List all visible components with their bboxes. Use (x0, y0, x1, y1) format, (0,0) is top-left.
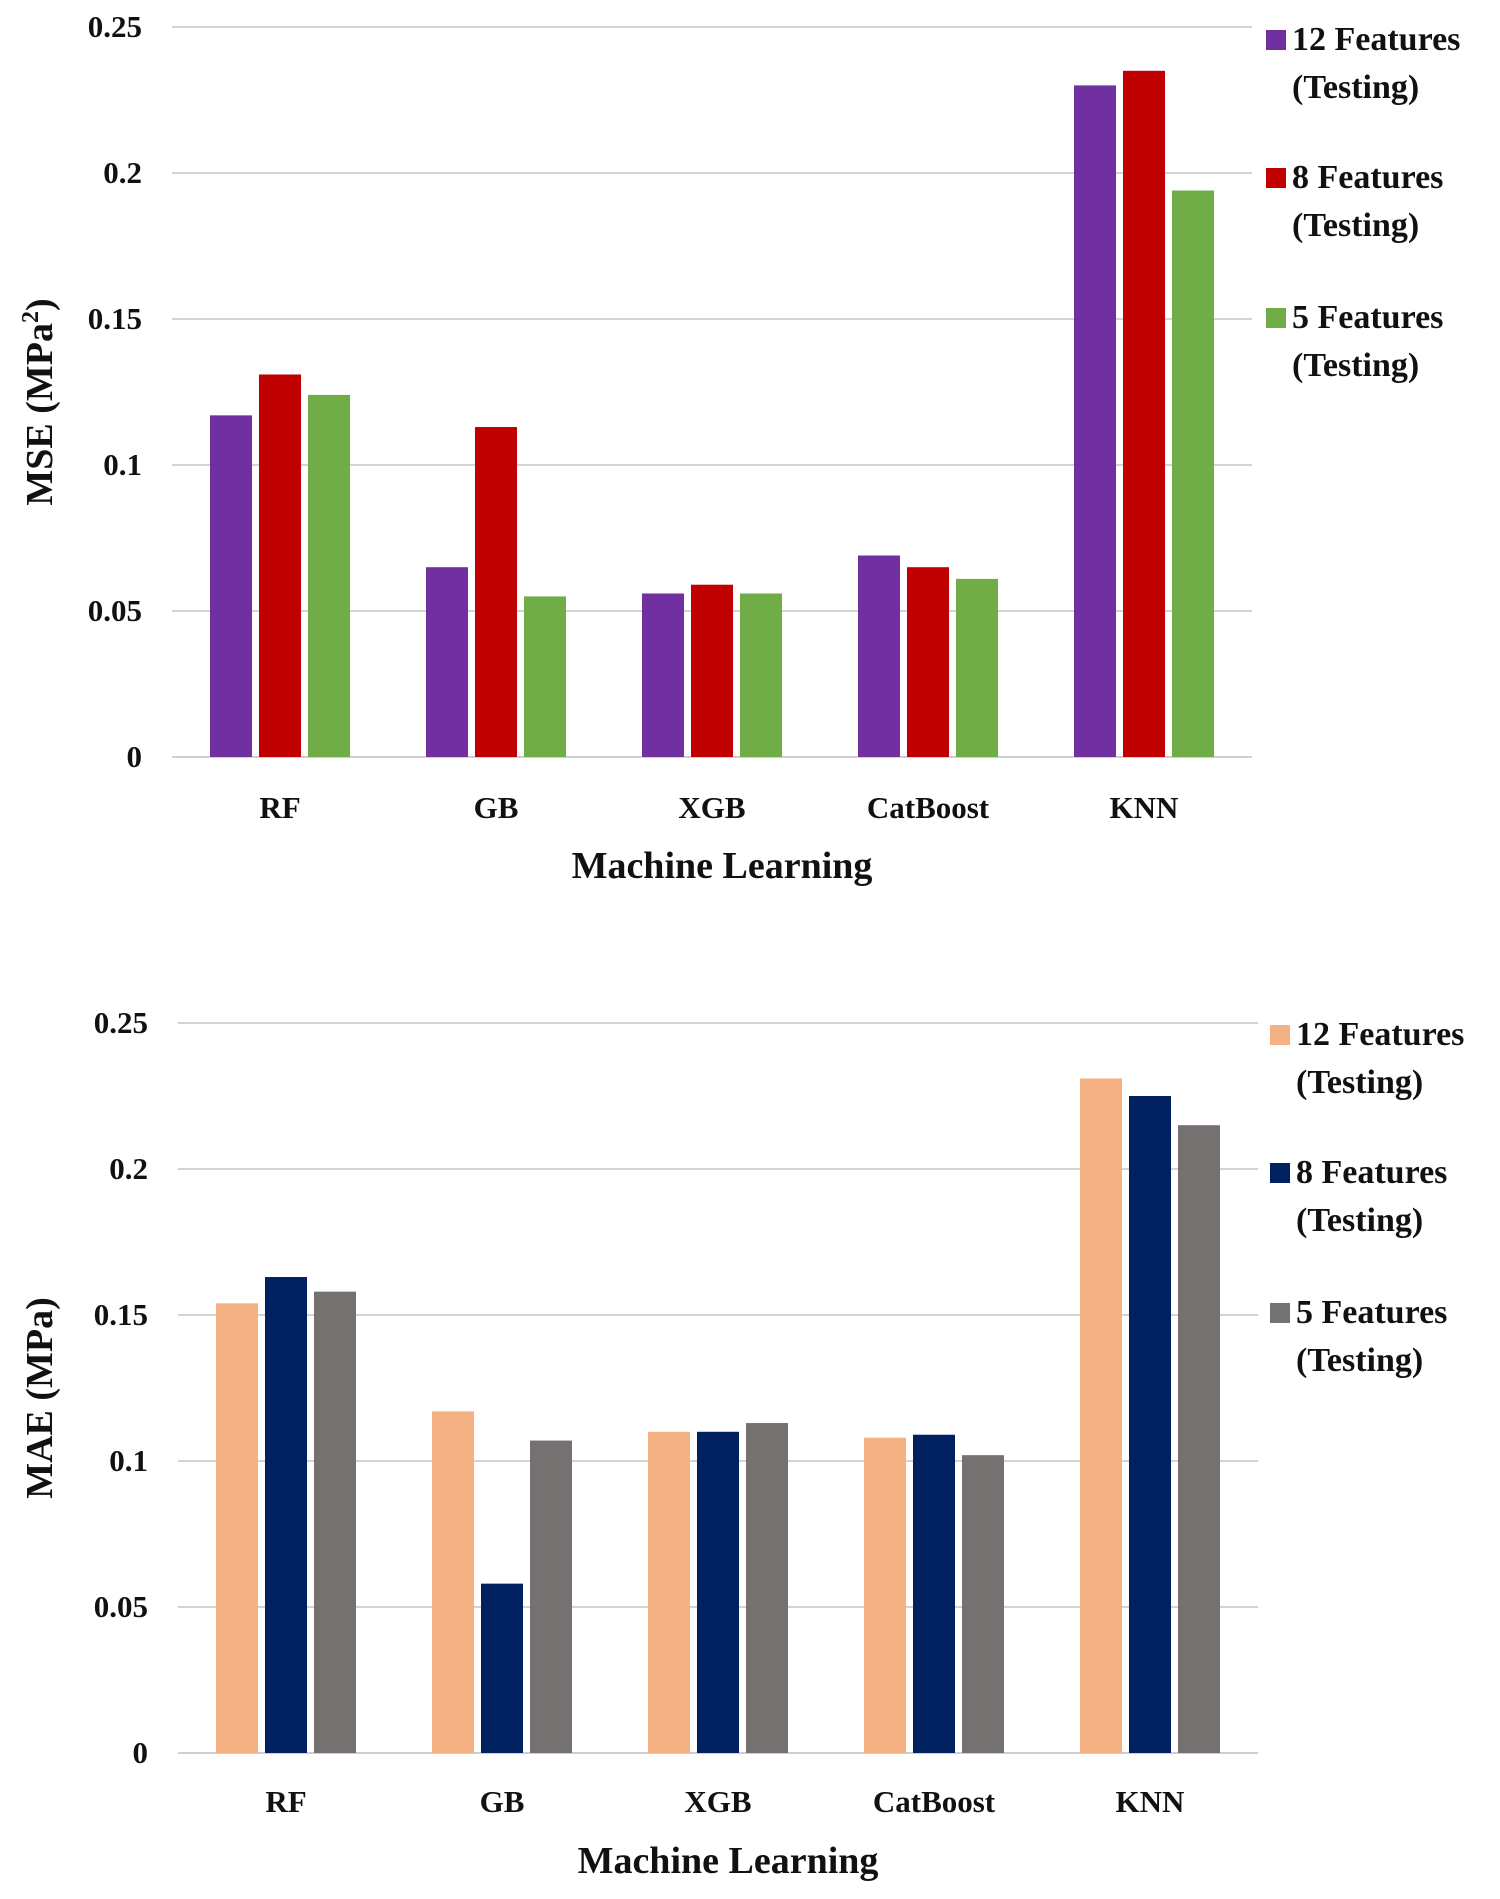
y-tick-label: 0.1 (103, 447, 142, 482)
bar-knn-series-2 (1123, 70, 1165, 758)
legend-label-2: 8 Features (1296, 1154, 1447, 1191)
bar-rf-series-3 (308, 394, 350, 757)
bar-rf-series-1 (216, 1303, 258, 1753)
legend-swatch-1 (1266, 30, 1286, 50)
y-tick-label: 0.2 (103, 155, 142, 190)
x-tick-label: CatBoost (867, 790, 990, 825)
bar-knn-series-2 (1129, 1096, 1171, 1753)
bar-xgb-series-2 (691, 584, 733, 757)
bar-knn-series-1 (1080, 1078, 1122, 1753)
bar-catboost-series-3 (956, 578, 998, 757)
bar-xgb-series-1 (648, 1431, 690, 1753)
y-tick-label: 0.25 (94, 1005, 148, 1040)
bar-catboost-series-2 (907, 567, 949, 757)
legend-swatch-3 (1266, 308, 1286, 328)
bar-knn-series-1 (1074, 85, 1116, 757)
legend-label-3: 5 Features (1296, 1294, 1447, 1331)
bar-rf-series-2 (259, 374, 301, 757)
legend-label-2: 8 Features (1292, 159, 1443, 196)
bar-catboost-series-1 (864, 1437, 906, 1753)
legend-swatch-2 (1270, 1163, 1290, 1183)
bar-catboost-series-3 (962, 1455, 1004, 1753)
bar-catboost-series-2 (913, 1434, 955, 1753)
legend-swatch-3 (1270, 1303, 1290, 1323)
bar-rf-series-1 (210, 415, 252, 757)
y-axis-title: MSE (MPa2) (18, 298, 61, 505)
y-tick-label: 0.2 (109, 1151, 148, 1186)
y-tick-label: 0.25 (88, 9, 142, 44)
x-tick-label: KNN (1116, 1784, 1185, 1819)
y-tick-label: 0.1 (109, 1443, 148, 1478)
bar-knn-series-3 (1172, 190, 1214, 757)
legend-label-1: 12 Features (1296, 1016, 1464, 1053)
x-tick-label: XGB (684, 1784, 751, 1819)
bar-gb-series-2 (481, 1583, 523, 1753)
bar-gb-series-1 (426, 567, 468, 757)
legend-label-2-line2: (Testing) (1292, 207, 1419, 244)
bar-gb-series-1 (432, 1411, 474, 1753)
chart-2: 0 0.05 0.1 0.15 0.2 0.25 RF GB XGB CatBoost KNN Mac… (19, 1005, 1464, 1882)
y-axis-title-close: ) (19, 298, 61, 311)
y-axis-title: MAE (MPa) (19, 1297, 61, 1499)
bar-knn-series-3 (1178, 1125, 1220, 1753)
bar-xgb-series-2 (697, 1431, 739, 1753)
y-tick-label: 0.05 (88, 593, 142, 628)
bar-gb-series-3 (530, 1440, 572, 1753)
bar-gb-series-2 (475, 427, 517, 757)
y-tick-label: 0 (133, 1735, 149, 1770)
bar-xgb-series-3 (740, 593, 782, 757)
y-axis-title-main: MSE (MPa (19, 323, 61, 506)
bar-catboost-series-1 (858, 555, 900, 757)
legend-label-1-line2: (Testing) (1292, 69, 1419, 106)
legend-label-3: 5 Features (1292, 299, 1443, 336)
x-tick-label: RF (259, 790, 300, 825)
y-tick-label: 0 (127, 739, 143, 774)
legend-label-1: 12 Features (1292, 21, 1460, 58)
legend-label-1-line2: (Testing) (1296, 1064, 1423, 1101)
x-axis-title: Machine Learning (572, 845, 873, 887)
bar-rf-series-3 (314, 1291, 356, 1753)
legend-label-3-line2: (Testing) (1292, 347, 1419, 384)
y-tick-label: 0.15 (88, 301, 142, 336)
bar-gb-series-3 (524, 596, 566, 757)
y-tick-label: 0.15 (94, 1297, 148, 1332)
bar-rf-series-2 (265, 1277, 307, 1753)
legend-swatch-1 (1270, 1025, 1290, 1045)
y-tick-label: 0.05 (94, 1589, 148, 1624)
bar-xgb-series-1 (642, 593, 684, 757)
x-axis-title: Machine Learning (578, 1840, 879, 1882)
chart-1: 0 0.05 0.1 0.15 0.2 0.25 RF GB XGB CatBoost KNN Mac… (18, 9, 1460, 887)
y-axis-title-superscript: 2 (18, 311, 44, 323)
x-tick-label: CatBoost (873, 1784, 996, 1819)
x-tick-label: GB (474, 790, 519, 825)
bar-xgb-series-3 (746, 1423, 788, 1753)
y-axis-title-main: MAE (MPa) (19, 1297, 61, 1499)
legend-label-3-line2: (Testing) (1296, 1342, 1423, 1379)
x-tick-label: KNN (1110, 790, 1179, 825)
legend-label-2-line2: (Testing) (1296, 1202, 1423, 1239)
x-tick-label: XGB (678, 790, 745, 825)
legend-swatch-2 (1266, 168, 1286, 188)
x-tick-label: GB (480, 1784, 525, 1819)
x-tick-label: RF (265, 1784, 306, 1819)
